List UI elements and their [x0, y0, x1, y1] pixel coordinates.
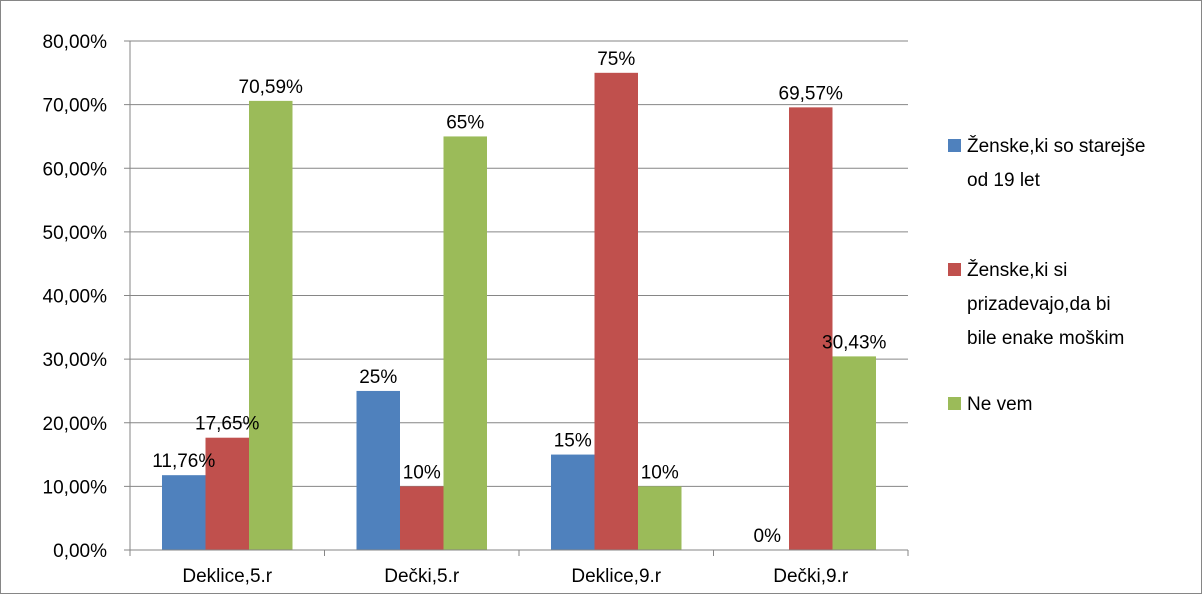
data-labels: 11,76% 25% 15% 0% 17,65% 10% 75% 69,57% 70,59% 65…: [152, 49, 886, 547]
y-tick-label: 20,00%: [43, 414, 108, 435]
legend-swatch: [948, 139, 961, 152]
bars: [162, 72, 876, 551]
legend-label: od 19 let: [967, 170, 1041, 191]
legend-label: prizadevajo,da bi: [967, 294, 1111, 315]
bar: [551, 454, 595, 550]
data-label: 70,59%: [239, 77, 304, 98]
data-label: 10%: [403, 462, 441, 483]
legend: Ženske,ki so starejše od 19 let Ženske,ki …: [948, 135, 1145, 415]
bar: [205, 437, 249, 550]
bar: [638, 486, 682, 550]
y-tick-label: 0,00%: [53, 541, 107, 562]
bar: [832, 356, 876, 550]
y-tick-label: 50,00%: [43, 223, 108, 244]
legend-label: Ženske,ki so starejše: [967, 135, 1145, 157]
bar: [249, 100, 293, 550]
y-tick-label: 60,00%: [43, 159, 108, 180]
legend-label: Ne vem: [967, 394, 1032, 415]
data-label: 25%: [359, 367, 397, 388]
legend-label: bile enake moškim: [967, 328, 1124, 349]
data-label: 30,43%: [822, 332, 887, 353]
y-tick-label: 30,00%: [43, 350, 108, 371]
x-tick-label: Dečki,5.r: [384, 566, 460, 587]
data-label: 11,76%: [152, 451, 215, 472]
y-tick-label: 80,00%: [43, 32, 108, 53]
bar: [162, 475, 206, 550]
data-label: 15%: [554, 431, 592, 452]
bar: [443, 136, 487, 550]
bar: [594, 72, 638, 550]
x-tick-label: Dečki,9.r: [773, 566, 849, 587]
legend-label: Ženske,ki si: [967, 259, 1067, 281]
bar: [356, 390, 400, 550]
y-tick-label: 70,00%: [43, 96, 108, 117]
legend-swatch: [948, 263, 961, 276]
data-label: 69,57%: [779, 83, 844, 104]
bar: [400, 486, 444, 550]
data-label: 75%: [597, 49, 635, 70]
data-label: 65%: [446, 112, 484, 133]
data-label: 0%: [754, 526, 782, 547]
bar: [789, 107, 833, 551]
x-tick-label: Deklice,5.r: [182, 566, 272, 587]
y-tick-label: 10,00%: [43, 477, 108, 498]
legend-swatch: [948, 397, 961, 410]
data-label: 10%: [641, 462, 679, 483]
x-tick-label: Deklice,9.r: [571, 566, 661, 587]
axes: 0,00% 10,00% 20,00% 30,00% 40,00% 50,00% 60,00…: [43, 32, 909, 587]
data-label: 17,65%: [195, 414, 260, 435]
y-tick-label: 40,00%: [43, 287, 108, 308]
